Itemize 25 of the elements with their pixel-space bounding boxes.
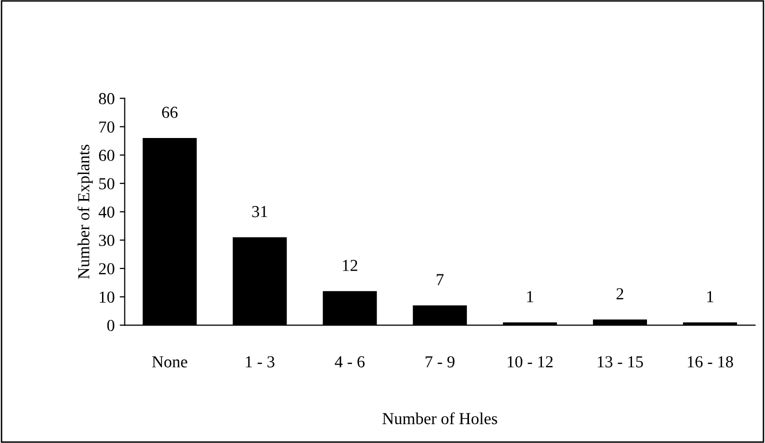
y-tick-label: 0 [107, 320, 114, 332]
x-tick-label: 10 - 12 [508, 356, 553, 368]
x-tick-label: 7 - 9 [426, 356, 454, 368]
data-label: 66 [162, 106, 178, 118]
data-label: 7 [436, 274, 444, 286]
data-label: 12 [342, 260, 358, 271]
x-tick-label: 13 - 15 [598, 356, 643, 368]
x-axis-title: Number of Holes [382, 412, 498, 424]
data-label: 1 [527, 291, 534, 302]
x-tick-label: 4 - 6 [334, 356, 365, 368]
y-tick-label: 50 [99, 178, 114, 190]
y-tick-label: 80 [98, 93, 114, 104]
x-tick-label: 16 - 18 [688, 356, 734, 368]
y-tick-label: 60 [99, 150, 114, 161]
y-tick-label: 30 [99, 234, 114, 246]
y-tick-label: 40 [98, 206, 114, 218]
data-label: 1 [707, 291, 714, 302]
data-label: 2 [616, 288, 624, 300]
x-tick-label: 1 - 3 [246, 356, 274, 368]
y-axis-title: Number of Explants [77, 144, 93, 279]
y-tick-label: 10 [100, 292, 114, 303]
data-label: 31 [252, 206, 268, 218]
x-tick-label: None [152, 356, 188, 368]
y-tick-label: 20 [99, 263, 114, 274]
y-tick-label: 70 [99, 121, 114, 133]
